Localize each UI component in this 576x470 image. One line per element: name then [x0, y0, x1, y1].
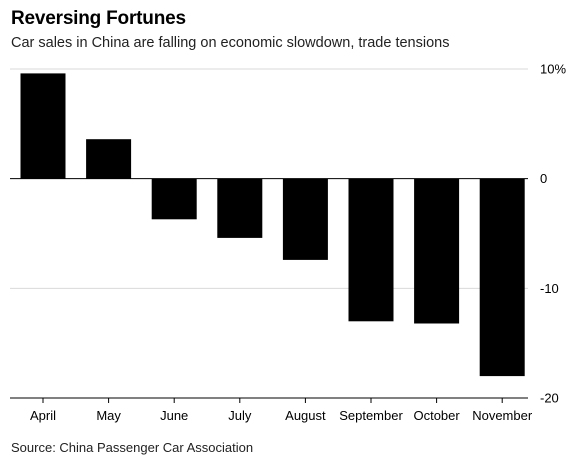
y-tick-label: -10 [540, 281, 559, 296]
bar-july [217, 178, 263, 238]
x-tick-label: October [413, 408, 460, 423]
chart-title: Reversing Fortunes [11, 8, 186, 29]
bar-august [282, 178, 328, 260]
x-tick-label: June [160, 408, 188, 423]
bars [20, 73, 525, 377]
x-tick-label: April [30, 408, 56, 423]
chart-subtitle: Car sales in China are falling on econom… [11, 35, 450, 51]
x-tick-label: May [96, 408, 121, 423]
bar-november [479, 178, 525, 377]
bar-september [348, 178, 394, 322]
source-note: Source: China Passenger Car Association [11, 440, 254, 455]
zero-line-group [10, 178, 528, 399]
x-tick-label: November [472, 408, 533, 423]
y-tick-label: 10% [540, 62, 566, 77]
bar-october [414, 178, 460, 324]
y-tick-label: 0 [540, 171, 547, 186]
bar-april [20, 73, 66, 179]
y-tick-label: -20 [540, 391, 559, 406]
x-tick-labels: April May June July August September October No… [30, 398, 533, 423]
y-tick-labels: 10% 0 -10 -20 [540, 62, 566, 406]
x-tick-label: July [228, 408, 252, 423]
x-tick-label: September [339, 408, 403, 423]
bar-may [86, 139, 132, 179]
x-tick-label: August [285, 408, 326, 423]
bar-june [151, 178, 197, 220]
